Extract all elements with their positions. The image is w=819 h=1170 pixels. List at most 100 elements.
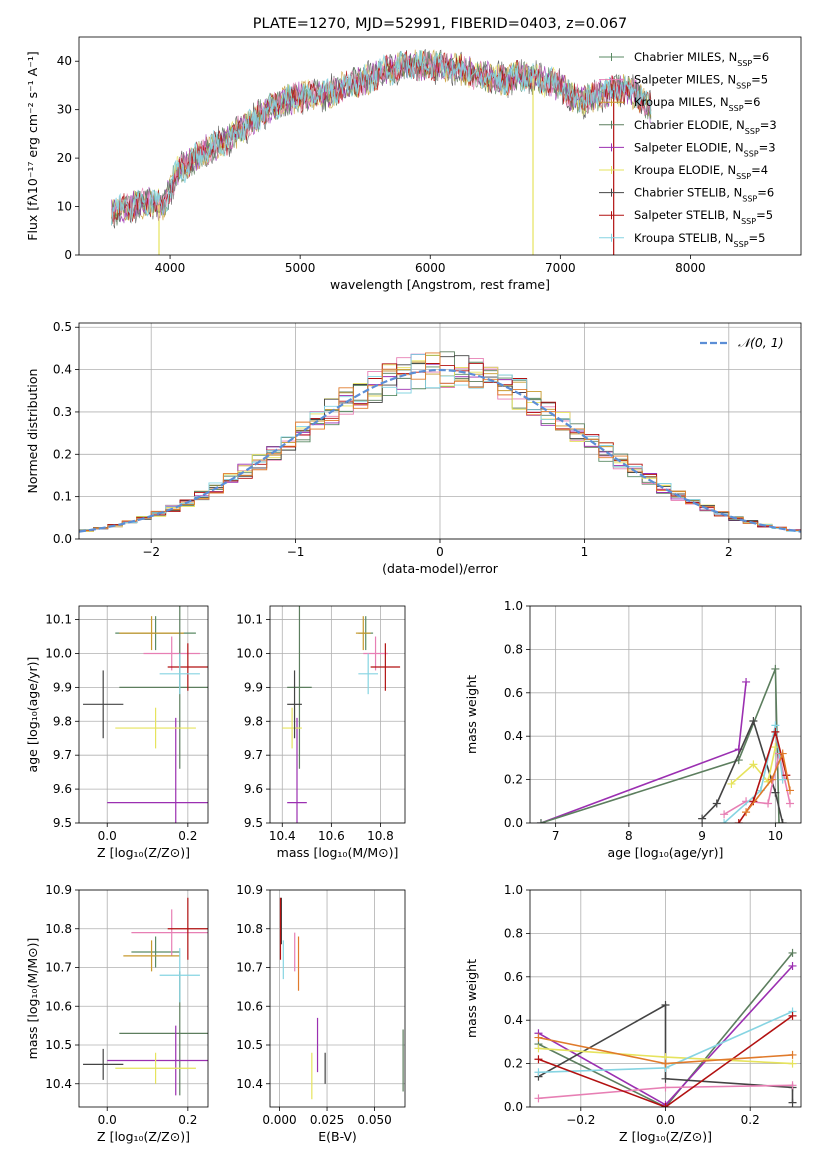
legend-label-cs: Chabrier STELIB, NSSP=6 [634,186,774,204]
axes-frame [78,889,209,1108]
series-ce [540,668,780,823]
y-tick-label: 20 [57,151,72,165]
y-tick-label: 10.7 [45,961,72,975]
marker-ce [771,664,780,673]
marker-ss [534,1055,543,1064]
y-tick-label: 9.7 [53,748,72,762]
axes-frame [269,605,406,824]
y-tick-label: 10.8 [45,922,72,936]
series-ke [730,746,777,785]
series-ss [538,1015,793,1107]
x-tick-label: 8000 [675,261,706,275]
marker-sm [534,1094,543,1103]
x-tick-label: 10.8 [367,829,394,843]
y-tick-label: 0.4 [504,1013,523,1027]
y-tick-label: 0.2 [504,1057,523,1071]
series-ce [538,952,794,1107]
x-tick-label: 7 [552,829,560,843]
y-tick-label: 0.8 [504,642,523,656]
y-tick-label: 0 [64,248,72,262]
y-axis-label: age [log₁₀(age/yr)] [25,657,40,773]
x-tick-label: 6000 [415,261,446,275]
plot-area [111,49,652,255]
x-tick-label: 0.000 [262,1113,296,1127]
y-tick-label: 10.1 [45,613,72,627]
y-tick-label: 10.4 [45,1077,72,1091]
panel-5: 7 8 9 10 0.0 0.2 0.4 0.6 0.8 1.0 age [log₁₀(age/yr… [464,599,802,860]
legend: 𝒩(0, 1) [700,335,784,350]
y-tick-label: 0.4 [504,729,523,743]
y-tick-label: 10.9 [236,883,263,897]
series-ks [723,725,784,823]
y-tick-label: 0.0 [504,816,523,830]
marker-ke [727,779,736,788]
x-axis-label: wavelength [Angstrom, rest frame] [330,277,550,292]
y-tick-label: 0.0 [53,532,72,546]
marker-ks [720,819,729,823]
marker-cs [698,814,707,823]
x-tick-label: −2 [142,545,160,559]
chart-title: PLATE=1270, MJD=52991, FIBERID=0403, z=0… [253,16,627,32]
y-tick-label: 0.2 [504,773,523,787]
marker-sm [764,799,773,808]
marker-ce [788,948,797,957]
marker-ce [536,819,545,823]
axes-frame [78,322,802,540]
x-axis-label: Z [log₁₀(Z/Z⊙)] [97,845,190,860]
y-tick-label: 10.1 [236,613,263,627]
marker-ks [778,775,787,784]
x-tick-label: 2 [725,545,733,559]
marker-ss [734,819,743,823]
y-tick-label: 10.4 [236,1077,263,1091]
y-tick-label: 0.6 [504,970,523,984]
x-tick-label: 4000 [155,261,186,275]
y-tick-label: 1.0 [504,599,523,613]
panel-6: 0.0 0.2 10.4 10.5 10.6 10.7 10.8 10.9 Z [log₁₀(Z… [25,883,209,1144]
marker-cs [771,788,780,797]
panel-2: −2 −1 0 1 2 0.0 0.1 0.2 0.3 0.4 0.5 (data-model)/er… [25,320,802,576]
panel-8: −0.2 0.0 0.2 0.0 0.2 0.4 0.6 0.8 1.0 Z [log₁₀(Z/Z… [464,883,802,1144]
x-axis-label: (data-model)/error [382,561,499,576]
legend-label-cm: Chabrier MILES, NSSP=6 [634,50,769,68]
spectrum-sm [111,51,652,226]
legend-label-km: Kroupa MILES, NSSP=6 [634,95,760,113]
y-tick-label: 0.0 [504,1100,523,1114]
marker-ce [775,819,784,823]
legend: Chabrier MILES, NSSP=6 Salpeter MILES, NS… [599,50,777,248]
y-tick-label: 9.8 [244,714,263,728]
marker-cs [788,1098,797,1107]
legend-label-ss: Salpeter STELIB, NSSP=5 [634,208,773,226]
marker-orange [778,749,787,758]
y-tick-label: 9.7 [244,748,263,762]
x-tick-label: 1 [581,545,589,559]
y-tick-label: 10.8 [236,922,263,936]
legend-label-sm: Salpeter MILES, NSSP=5 [634,73,768,91]
marker-sm [788,1081,797,1090]
marker-cs [749,717,758,726]
x-axis-label: E(B-V) [318,1129,357,1144]
y-tick-label: 10.5 [236,1038,263,1052]
legend-label-se: Salpeter ELODIE, NSSP=3 [634,140,776,158]
panel-7: 0.000 0.025 0.050 10.4 10.5 10.6 10.7 10.8 10.9 E… [236,883,406,1144]
y-tick-label: 30 [57,103,72,117]
marker-ke [749,760,758,769]
y-tick-label: 0.5 [53,320,72,334]
x-tick-label: 0.050 [357,1113,391,1127]
marker-ks [534,1068,543,1077]
y-tick-label: 10.9 [45,883,72,897]
marker-sm [661,1083,670,1092]
legend-label-ke: Kroupa ELODIE, NSSP=4 [634,163,768,181]
y-tick-label: 9.5 [53,816,72,830]
y-tick-label: 40 [57,54,72,68]
legend-label-ks: Kroupa STELIB, NSSP=5 [634,231,765,249]
y-tick-label: 9.9 [53,680,72,694]
plot-area [83,606,208,823]
spectrum-ss [111,50,652,222]
marker-sm [786,799,795,808]
plot-area [534,948,797,1107]
marker-se [788,961,797,970]
series-se [540,681,747,823]
y-tick-label: 10.0 [45,646,72,660]
y-tick-label: 9.5 [244,816,263,830]
y-axis-label: Normed distribution [25,369,40,494]
